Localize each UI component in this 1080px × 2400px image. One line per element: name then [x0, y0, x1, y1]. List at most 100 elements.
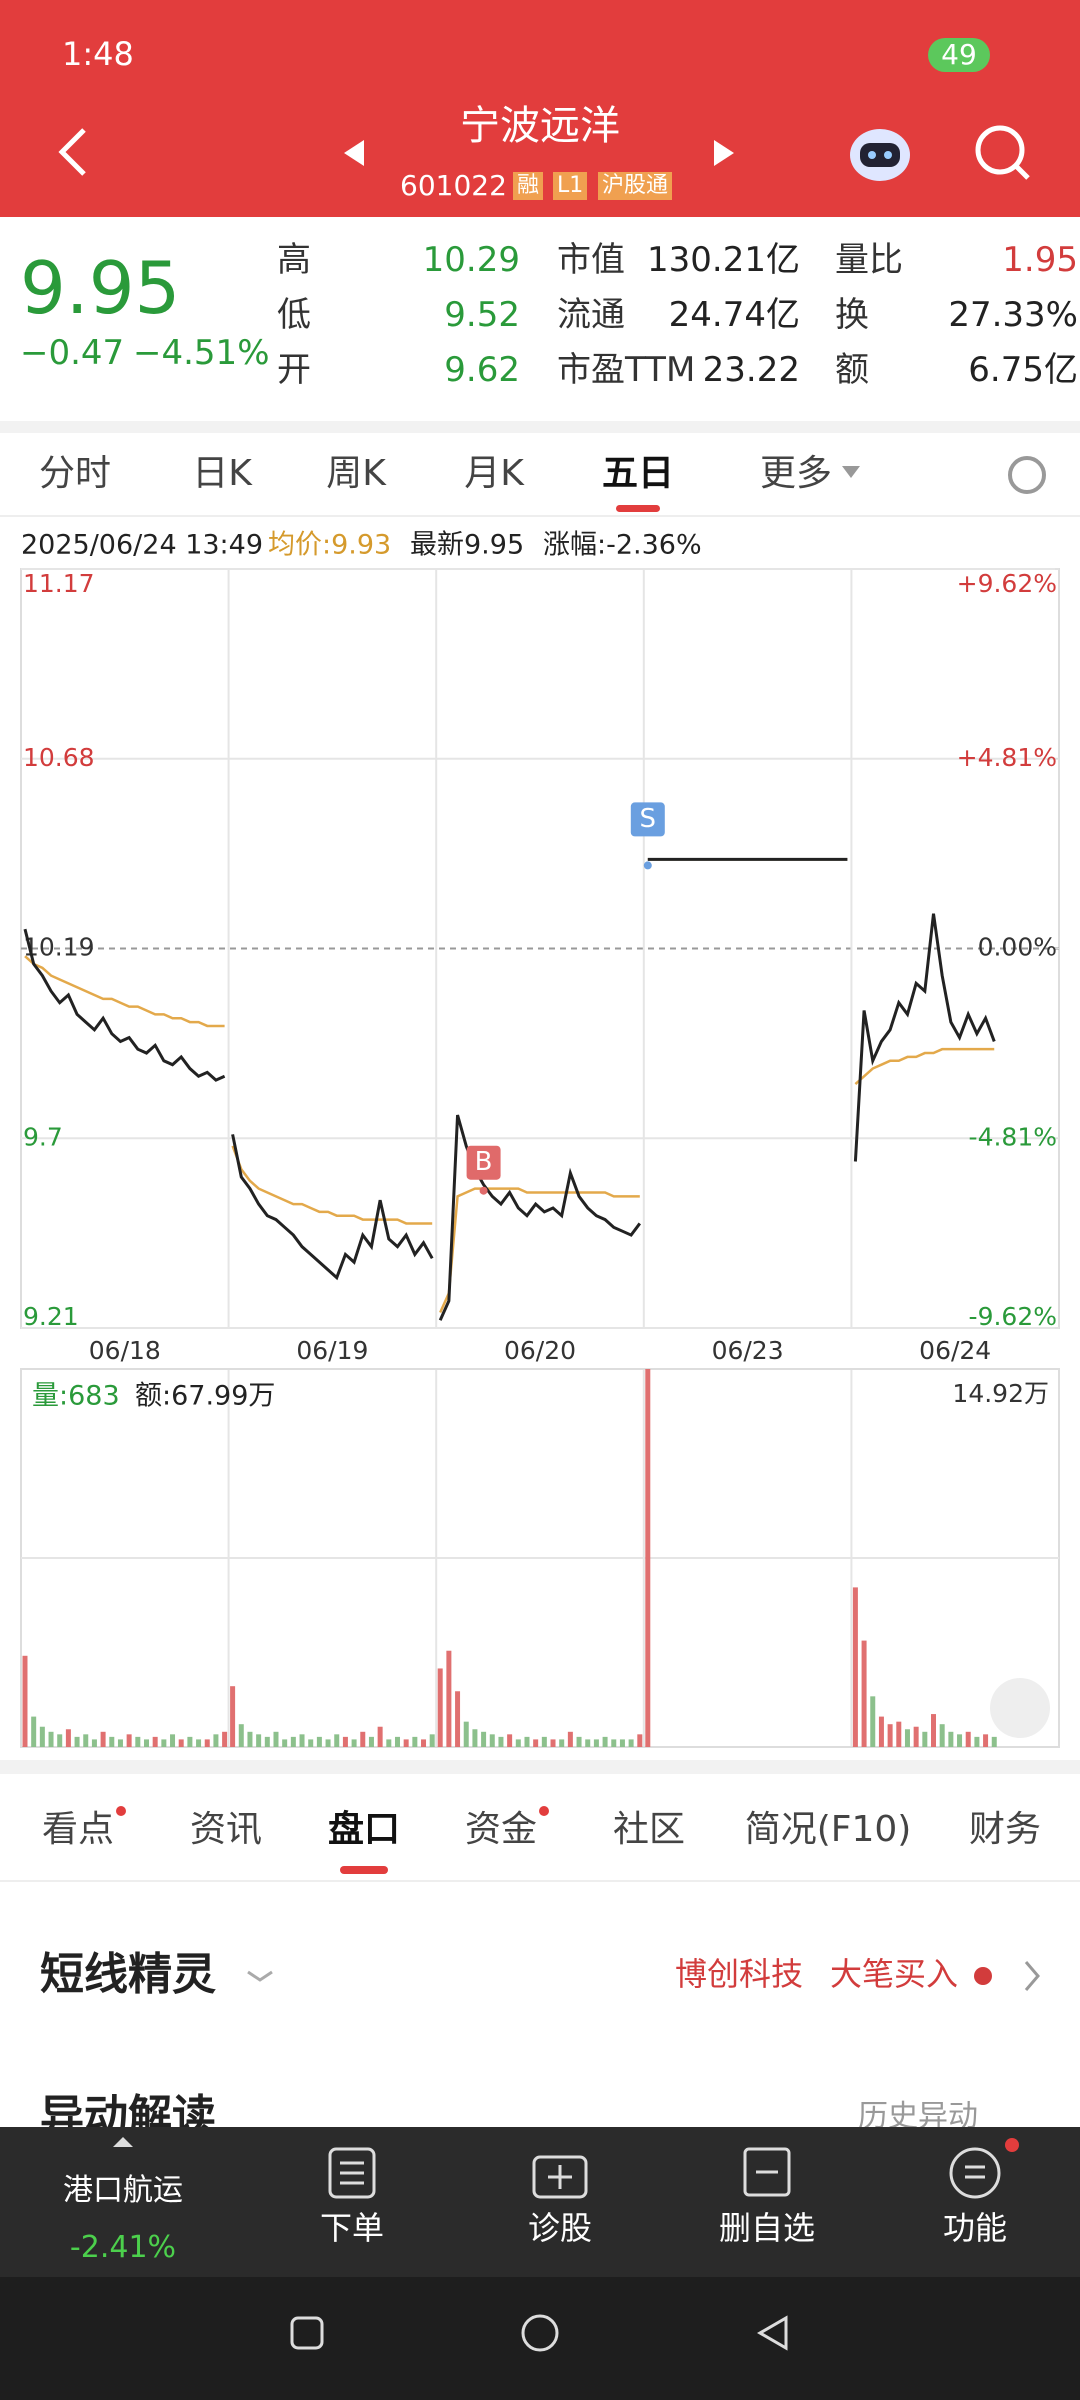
- stat-label: 额: [835, 350, 869, 390]
- volume-bar: [481, 1731, 487, 1747]
- stat-value: 6.75亿: [968, 350, 1078, 390]
- period-tab[interactable]: 周K: [326, 453, 386, 494]
- info-tab[interactable]: 看点: [41, 1809, 114, 1850]
- volume-label: 额:67.99万: [135, 1381, 275, 1412]
- y-tick-label: 10.19: [23, 933, 95, 962]
- period-tab[interactable]: 五日: [601, 453, 674, 494]
- x-tick-label: 06/19: [296, 1336, 368, 1365]
- action[interactable]: 下单: [319, 2209, 384, 2247]
- volume-bar: [939, 1724, 945, 1747]
- chart: 2025/06/24 13:49 均价:9.93 最新9.95 涨幅:-2.36% 9.…: [20, 530, 1060, 1748]
- volume-bar: [446, 1650, 452, 1747]
- volume-bar: [247, 1731, 253, 1747]
- volume-bar: [386, 1739, 392, 1747]
- action[interactable]: 诊股: [527, 2209, 592, 2247]
- period-tab[interactable]: 分时: [38, 453, 111, 494]
- divider: [0, 1880, 1080, 1882]
- next-stock[interactable]: [714, 140, 734, 166]
- info-tab[interactable]: 社区: [612, 1809, 685, 1850]
- info-tab[interactable]: 简况(F10): [744, 1809, 912, 1850]
- volume-bar: [100, 1731, 106, 1747]
- volume-bar: [109, 1736, 115, 1747]
- settings[interactable]: [1008, 456, 1046, 494]
- volume-bar: [463, 1721, 469, 1747]
- volume-bar: [230, 1686, 236, 1747]
- stat-value: 9.52: [444, 295, 520, 335]
- volume-bar: [334, 1734, 340, 1747]
- info-tab[interactable]: 资金: [464, 1809, 537, 1850]
- marker-dot: [479, 1186, 488, 1195]
- volume-bar: [628, 1739, 634, 1747]
- volume-bar: [567, 1731, 573, 1747]
- sprite-stock[interactable]: 博创科技: [675, 1955, 804, 1993]
- volume-bar: [861, 1640, 867, 1747]
- info-tab[interactable]: 资讯: [189, 1809, 262, 1850]
- volume-bar: [870, 1696, 876, 1747]
- volume-bar: [991, 1736, 997, 1747]
- sector[interactable]: 港口航运: [63, 2173, 183, 2208]
- sprite-signal[interactable]: 大笔买入: [830, 1955, 959, 1993]
- volume-bar: [161, 1739, 167, 1747]
- volume-bar: [273, 1731, 279, 1747]
- volume-bar: [264, 1736, 270, 1747]
- volume-bar: [238, 1724, 244, 1747]
- volume-bar: [541, 1736, 547, 1747]
- volume-bar: [593, 1739, 599, 1747]
- price-line: [23, 928, 226, 1082]
- volume-bar: [308, 1739, 314, 1747]
- volume-bar: [204, 1739, 210, 1747]
- period-tab[interactable]: 更多: [759, 453, 832, 494]
- volume-bar: [74, 1736, 80, 1747]
- volume-bar: [489, 1734, 495, 1747]
- y2-tick-label: +9.62%: [957, 569, 1057, 598]
- info-text: 最新9.95: [410, 530, 524, 561]
- avg-line: [439, 1187, 640, 1314]
- volume-bar: [437, 1668, 443, 1747]
- prev-stock[interactable]: [344, 140, 364, 166]
- action[interactable]: 删自选: [718, 2209, 815, 2247]
- y-tick-label: 10.68: [23, 743, 95, 772]
- marker-label: S: [640, 804, 657, 834]
- volume-bar: [325, 1739, 331, 1747]
- y2-tick-label: +4.81%: [957, 743, 1057, 772]
- volume-bar: [602, 1736, 608, 1747]
- sprite-title: 短线精灵: [40, 1949, 216, 2000]
- action[interactable]: 功能: [942, 2209, 1007, 2247]
- period-tab[interactable]: 月K: [464, 453, 524, 494]
- volume-bar: [377, 1726, 383, 1747]
- stat-label: 市盈TTM: [557, 350, 696, 390]
- volume-bar: [31, 1716, 37, 1747]
- info-tab[interactable]: 盘口: [327, 1809, 400, 1850]
- anomaly-link[interactable]: 历史异动: [858, 2099, 978, 2134]
- search[interactable]: [975, 125, 1030, 180]
- volume-bar: [533, 1739, 539, 1747]
- badge: [539, 1806, 549, 1816]
- volume-bar: [913, 1726, 919, 1747]
- volume-bar: [852, 1587, 858, 1747]
- x-tick-label: 06/23: [712, 1336, 784, 1365]
- tag: 融: [513, 172, 544, 200]
- info-tab[interactable]: 财务: [968, 1809, 1041, 1850]
- volume-bar: [965, 1731, 971, 1747]
- tab-indicator: [616, 505, 660, 512]
- stat-label: 量比: [835, 240, 903, 280]
- fullscreen-button[interactable]: [990, 1678, 1050, 1738]
- marker: [630, 802, 665, 837]
- volume-bar: [83, 1734, 89, 1747]
- volume-bar: [65, 1729, 71, 1747]
- volume-bar: [455, 1691, 461, 1747]
- volume-label: 量:683: [32, 1381, 120, 1412]
- volume-bar: [957, 1734, 963, 1747]
- volume-bar: [57, 1734, 63, 1747]
- back-button[interactable]: [58, 128, 86, 176]
- volume-bar: [22, 1655, 28, 1747]
- volume-bar: [524, 1736, 530, 1747]
- y2-tick-label: -9.62%: [969, 1302, 1057, 1331]
- volume-bar: [39, 1726, 45, 1747]
- volume-bar: [282, 1739, 288, 1747]
- volume-bar: [91, 1739, 97, 1747]
- volume-bar: [429, 1734, 435, 1747]
- period-tab[interactable]: 日K: [192, 453, 252, 494]
- assistant[interactable]: [850, 129, 910, 181]
